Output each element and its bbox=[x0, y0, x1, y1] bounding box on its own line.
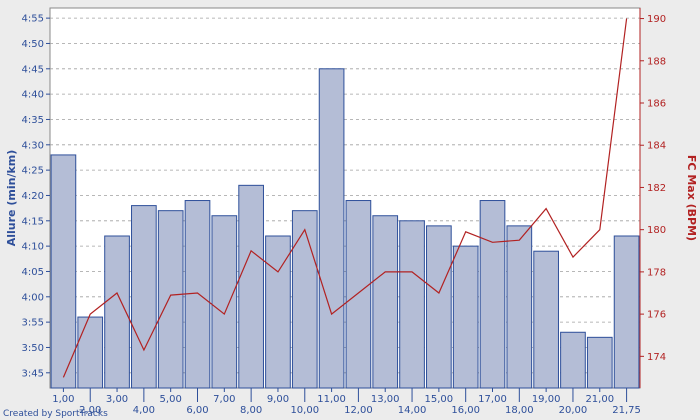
x-tick-label: 15,00 bbox=[425, 394, 454, 405]
left-tick-label: 3:45 bbox=[22, 368, 44, 379]
right-tick-label: 174 bbox=[647, 352, 666, 363]
pace-bar bbox=[372, 215, 399, 389]
pace-bar bbox=[184, 200, 211, 389]
x-tick-label: 21,75 bbox=[612, 405, 641, 416]
x-tick-label: 16,00 bbox=[451, 405, 480, 416]
pace-bar bbox=[211, 215, 238, 389]
right-axis-title: FC Max (BPM) bbox=[685, 155, 698, 241]
pace-bar bbox=[479, 200, 506, 389]
right-tick-label: 178 bbox=[647, 267, 666, 278]
left-tick-label: 3:55 bbox=[22, 318, 44, 329]
left-tick-label: 4:50 bbox=[22, 39, 44, 50]
pace-bars bbox=[50, 68, 640, 389]
x-tick-label: 10,00 bbox=[290, 405, 319, 416]
x-tick-label: 17,00 bbox=[478, 394, 507, 405]
right-tick-label: 186 bbox=[647, 99, 666, 110]
right-tick-label: 180 bbox=[647, 225, 666, 236]
left-axis-title: Allure (min/km) bbox=[5, 150, 18, 247]
left-tick-label: 4:20 bbox=[22, 191, 44, 202]
x-tick-label: 2,00 bbox=[79, 405, 101, 416]
pace-bar bbox=[613, 235, 640, 389]
pace-bar bbox=[50, 154, 77, 389]
pace-bar bbox=[426, 225, 452, 389]
pace-bar bbox=[238, 184, 264, 389]
pace-bar bbox=[399, 220, 425, 389]
pace-bar bbox=[157, 210, 184, 389]
x-tick-label: 4,00 bbox=[133, 405, 155, 416]
left-tick-label: 3:50 bbox=[22, 343, 44, 354]
right-tick-label: 184 bbox=[647, 141, 666, 152]
right-tick-label: 188 bbox=[647, 56, 666, 67]
right-tick-label: 176 bbox=[647, 310, 666, 321]
right-axis-ticks: 174 176 178 180 182 184 186 188 190 bbox=[639, 8, 666, 388]
x-tick-label: 13,00 bbox=[371, 394, 400, 405]
x-tick-label: 7,00 bbox=[213, 394, 235, 405]
x-tick-label: 8,00 bbox=[240, 405, 262, 416]
left-tick-label: 4:55 bbox=[22, 14, 44, 25]
x-tick-label: 6,00 bbox=[186, 405, 208, 416]
x-tick-label: 21,00 bbox=[585, 394, 614, 405]
left-tick-label: 4:05 bbox=[22, 267, 44, 278]
x-tick-label: 11,00 bbox=[317, 394, 346, 405]
pace-bar bbox=[345, 200, 372, 389]
x-tick-label: 9,00 bbox=[267, 394, 289, 405]
x-tick-label: 1,00 bbox=[52, 394, 74, 405]
pace-bar bbox=[560, 331, 586, 389]
x-tick-label: 14,00 bbox=[398, 405, 427, 416]
x-tick-label: 3,00 bbox=[106, 394, 128, 405]
left-tick-label: 4:35 bbox=[22, 115, 44, 126]
credit-text: Created by SportTracks bbox=[3, 409, 108, 419]
left-tick-label: 4:40 bbox=[22, 90, 44, 101]
pace-bar bbox=[131, 205, 157, 389]
right-tick-label: 182 bbox=[647, 183, 666, 194]
left-tick-label: 4:30 bbox=[22, 140, 44, 151]
pace-bar bbox=[506, 225, 533, 389]
x-tick-label: 18,00 bbox=[505, 405, 534, 416]
left-tick-label: 4:45 bbox=[22, 64, 44, 75]
pace-bar bbox=[533, 250, 559, 389]
left-tick-label: 4:15 bbox=[22, 216, 44, 227]
pace-bar bbox=[77, 316, 104, 389]
left-axis-ticks: 3:45 3:50 3:55 4:00 4:05 4:10 4:15 4:20 4:25 4:30… bbox=[22, 14, 50, 379]
x-tick-label: 19,00 bbox=[532, 394, 561, 405]
left-tick-label: 4:10 bbox=[22, 242, 44, 253]
left-tick-label: 4:00 bbox=[22, 292, 44, 303]
heart-rate-line bbox=[62, 18, 628, 378]
pace-bar bbox=[291, 210, 318, 389]
heart-rate-polyline bbox=[62, 18, 628, 378]
x-tick-label: 5,00 bbox=[160, 394, 182, 405]
right-tick-label: 190 bbox=[647, 14, 666, 25]
left-tick-label: 4:25 bbox=[22, 166, 44, 177]
x-tick-label: 20,00 bbox=[559, 405, 588, 416]
pace-bar bbox=[586, 336, 613, 389]
x-axis-ticks: 1,00 2,00 3,00 4,00 5,00 6,00 7,00 8,00 9,0010,0… bbox=[52, 388, 641, 416]
pace-bar bbox=[318, 68, 345, 389]
x-tick-label: 12,00 bbox=[344, 405, 373, 416]
pace-bar bbox=[452, 245, 479, 389]
